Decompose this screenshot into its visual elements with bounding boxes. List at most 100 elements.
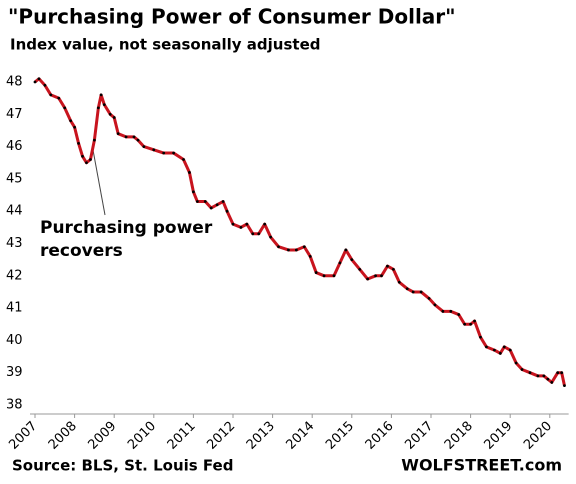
point xyxy=(350,258,354,262)
y-tick-label: 41 xyxy=(6,301,23,316)
point xyxy=(492,348,496,352)
y-tick-label: 43 xyxy=(6,236,23,251)
point xyxy=(380,274,383,278)
point xyxy=(411,290,415,294)
point xyxy=(152,148,156,152)
point xyxy=(302,245,306,249)
point xyxy=(49,93,53,97)
point xyxy=(556,371,560,375)
point xyxy=(508,348,512,352)
point xyxy=(89,158,92,161)
point xyxy=(374,274,377,278)
point xyxy=(358,267,362,271)
source: Source: BLS, St. Louis Fed xyxy=(12,457,233,475)
y-tick-label: 44 xyxy=(6,204,23,219)
point xyxy=(102,103,106,107)
point xyxy=(136,138,140,142)
point xyxy=(485,345,488,349)
point xyxy=(542,374,546,378)
point xyxy=(277,245,280,249)
point xyxy=(391,267,395,271)
point xyxy=(563,384,566,388)
point xyxy=(433,303,437,307)
chart-subtitle: Index value, not seasonally adjusted xyxy=(10,36,321,54)
point xyxy=(344,248,348,252)
point xyxy=(546,377,550,381)
point xyxy=(57,96,61,100)
point xyxy=(463,322,467,326)
point xyxy=(33,80,37,84)
y-tick-label: 46 xyxy=(6,139,23,154)
point xyxy=(251,232,255,236)
point xyxy=(257,232,261,236)
point xyxy=(314,271,318,274)
point xyxy=(99,93,103,97)
point xyxy=(172,151,176,155)
point xyxy=(85,161,88,165)
point xyxy=(63,106,67,110)
y-tick-label: 42 xyxy=(6,268,23,283)
point xyxy=(528,371,532,375)
point xyxy=(192,190,195,194)
point xyxy=(449,309,453,313)
point xyxy=(195,200,199,203)
brand: WOLFSTREET.com xyxy=(401,456,562,475)
point xyxy=(81,154,84,158)
point xyxy=(308,255,312,258)
point xyxy=(514,361,518,365)
point xyxy=(69,119,73,123)
point xyxy=(419,290,423,294)
point xyxy=(560,371,564,375)
point xyxy=(225,209,229,213)
annotation: recovers xyxy=(40,241,123,261)
point xyxy=(457,313,461,316)
point xyxy=(479,335,482,339)
point xyxy=(93,138,96,142)
y-tick-label: 40 xyxy=(6,333,23,348)
annotation-arrow xyxy=(92,149,106,216)
y-tick-label: 48 xyxy=(6,75,23,90)
point xyxy=(231,222,235,226)
annotation: Purchasing power xyxy=(40,218,213,238)
point xyxy=(215,203,219,207)
point xyxy=(473,319,476,323)
point xyxy=(96,106,100,110)
point xyxy=(182,158,185,161)
point xyxy=(162,151,166,155)
point xyxy=(469,322,472,326)
point xyxy=(397,280,401,284)
point xyxy=(287,248,290,252)
point xyxy=(502,345,506,349)
point xyxy=(498,351,502,355)
point xyxy=(132,135,136,139)
point xyxy=(366,277,370,281)
point xyxy=(73,125,76,129)
y-tick-label: 39 xyxy=(6,365,23,380)
point xyxy=(332,274,336,278)
point xyxy=(221,200,225,203)
point xyxy=(386,264,389,268)
point xyxy=(239,225,243,229)
chart-title: "Purchasing Power of Consumer Dollar" xyxy=(8,5,456,29)
point xyxy=(269,235,273,239)
point xyxy=(245,222,249,226)
point xyxy=(294,248,298,252)
point xyxy=(77,141,80,145)
point xyxy=(427,297,431,300)
point xyxy=(116,132,120,136)
point xyxy=(43,83,47,87)
point xyxy=(108,112,112,116)
point xyxy=(37,77,41,81)
point xyxy=(209,206,213,210)
y-tick-label: 47 xyxy=(6,107,23,122)
y-tick-label: 45 xyxy=(6,171,23,186)
y-tick-label: 38 xyxy=(6,398,23,413)
point xyxy=(142,145,146,149)
point xyxy=(124,135,128,139)
point xyxy=(405,287,409,291)
point xyxy=(188,171,191,174)
point xyxy=(520,368,524,371)
point xyxy=(203,200,207,203)
